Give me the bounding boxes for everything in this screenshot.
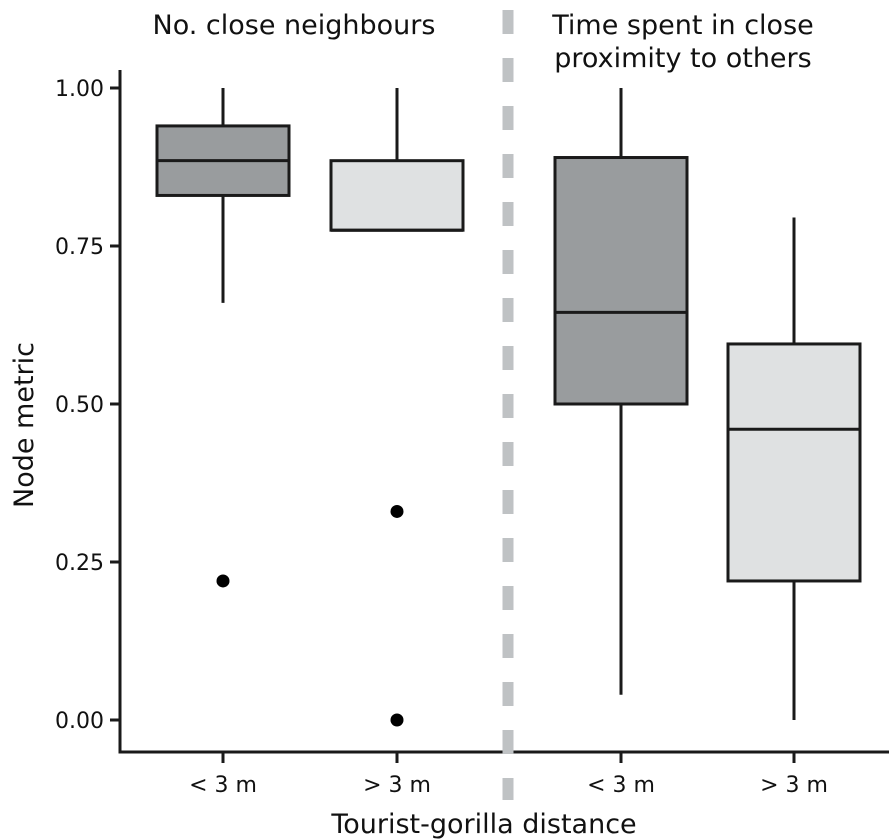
- x-tick-label: < 3 m: [189, 773, 257, 798]
- y-tick-label: 0.25: [55, 551, 104, 576]
- y-tick-label: 1.00: [55, 77, 104, 102]
- panel-title-2-line-1: Time spent in close: [551, 10, 814, 41]
- y-tick-label: 0.75: [55, 235, 104, 260]
- panel-title-2-line-2: proximity to others: [554, 43, 811, 74]
- y-tick-label: 0.50: [55, 393, 104, 418]
- y-tick-label: 0.00: [55, 709, 104, 734]
- x-tick-label: > 3 m: [760, 773, 828, 798]
- outlier-point: [390, 504, 404, 518]
- outlier-point: [216, 574, 230, 588]
- panel-title-1-line-1: No. close neighbours: [153, 10, 436, 41]
- box-iqr-rect: [726, 342, 862, 583]
- x-tick-label: > 3 m: [363, 773, 431, 798]
- box-iqr-rect: [553, 156, 689, 406]
- y-axis-title: Node metric: [9, 342, 40, 508]
- plot-area: 0.00 0.25 0.50 0.75 1.00 < 3 m > 3 m < 3 m > 3 m: [55, 10, 889, 800]
- box-iqr-rect: [329, 159, 465, 232]
- x-axis-title: Tourist-gorilla distance: [330, 809, 636, 839]
- x-tick-label: < 3 m: [587, 773, 655, 798]
- outlier-point: [390, 713, 404, 727]
